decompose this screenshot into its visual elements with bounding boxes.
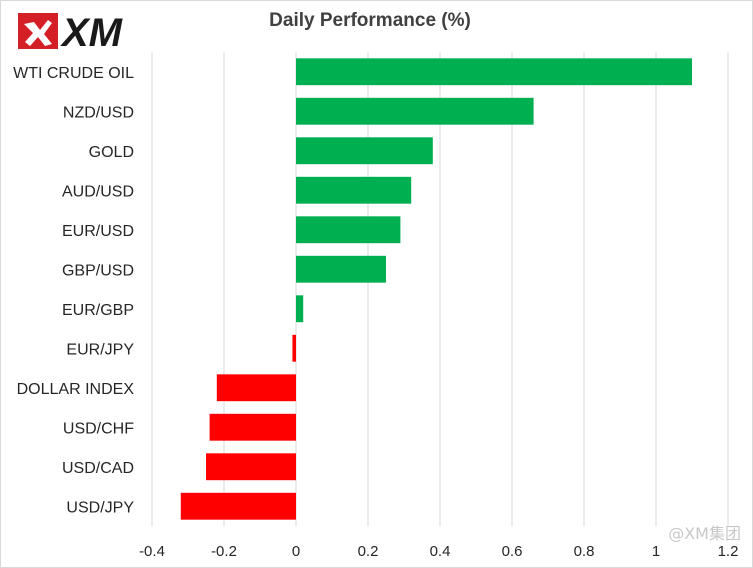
category-labels: WTI CRUDE OIL NZD/USD GOLD AUD/USD EUR/USD GB… [13, 65, 134, 517]
bar [180, 492, 296, 520]
category-label: AUD/USD [62, 183, 134, 200]
xm-logo: XM [18, 11, 124, 52]
category-label: EUR/USD [62, 223, 134, 240]
bar [209, 413, 296, 441]
bar [296, 137, 433, 165]
category-label: USD/CHF [63, 420, 134, 437]
bar [206, 453, 296, 481]
x-tick-label: -0.2 [211, 543, 237, 560]
bar [296, 295, 304, 323]
category-label: GOLD [89, 144, 134, 161]
category-label: GBP/USD [62, 262, 134, 279]
category-label: DOLLAR INDEX [17, 381, 135, 398]
x-tick-label: 0.4 [430, 543, 451, 560]
chart-title: Daily Performance (%) [269, 10, 471, 31]
category-label: NZD/USD [63, 104, 134, 121]
x-tick-label: 0.2 [358, 543, 379, 560]
bars [180, 58, 692, 520]
category-label: EUR/GBP [62, 302, 134, 319]
bar [296, 176, 412, 204]
x-tick-label: 1.2 [718, 543, 739, 560]
bar [292, 334, 296, 362]
bar [296, 255, 386, 283]
bar [216, 374, 296, 402]
grid-lines [151, 52, 729, 526]
x-tick-label: -0.4 [139, 543, 165, 560]
bar [296, 216, 401, 244]
category-label: EUR/JPY [66, 341, 134, 358]
category-label: USD/CAD [62, 460, 134, 477]
x-tick-label: 0 [292, 543, 300, 560]
logo-bull-mark [24, 20, 52, 46]
x-tick-label: 0.6 [502, 543, 523, 560]
x-tick-label: 1 [652, 543, 660, 560]
x-tick-label: 0.8 [574, 543, 595, 560]
category-label: WTI CRUDE OIL [13, 65, 134, 82]
watermark: @XM集团 [668, 524, 741, 543]
category-label: USD/JPY [66, 499, 134, 516]
logo-text: XM [60, 11, 124, 52]
bar [296, 58, 692, 86]
x-tick-labels: -0.4 -0.2 0 0.2 0.4 0.6 0.8 1 1.2 [139, 543, 738, 560]
bar [296, 97, 534, 125]
